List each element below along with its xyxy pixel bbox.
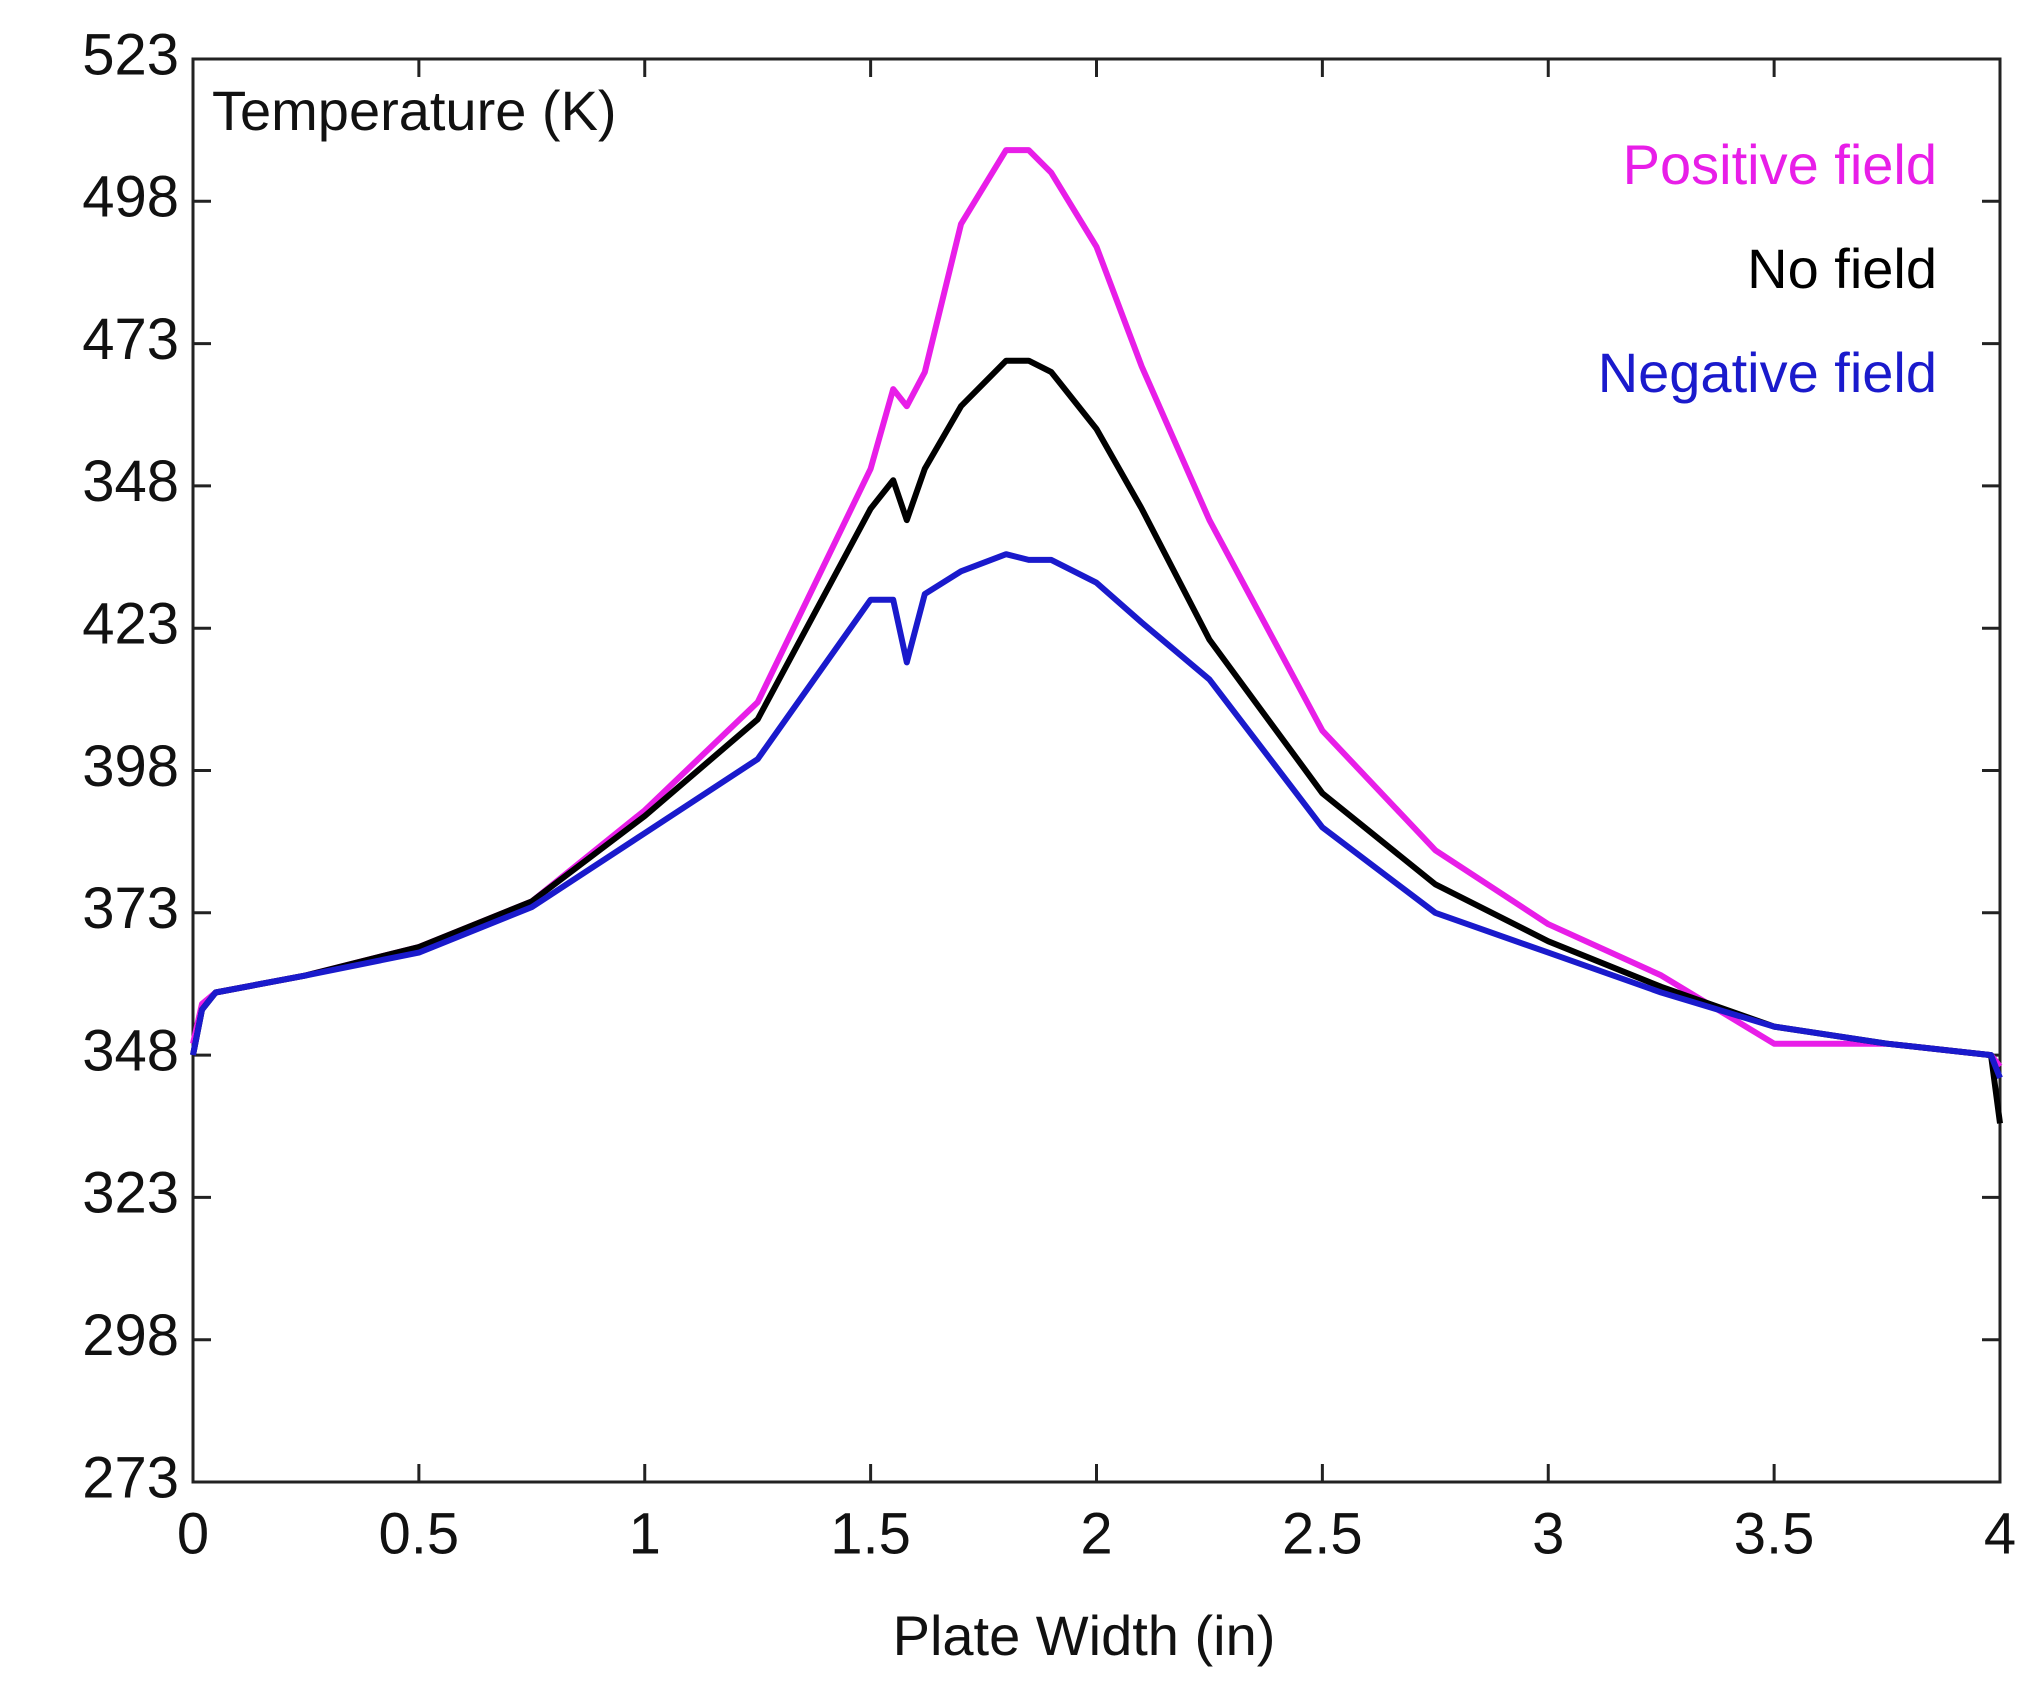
x-tick-label: 3 bbox=[1532, 1501, 1564, 1566]
x-tick-label: 2.5 bbox=[1282, 1501, 1363, 1566]
x-axis-label: Plate Width (in) bbox=[893, 1604, 1276, 1667]
y-tick-label: 373 bbox=[82, 876, 179, 941]
legend-entry: Negative field bbox=[1598, 341, 1937, 404]
plot-frame bbox=[191, 57, 2002, 1484]
y-tick-label: 348 bbox=[82, 449, 179, 514]
x-tick-label: 0 bbox=[177, 1501, 209, 1566]
legend-entry: No field bbox=[1747, 237, 1937, 300]
line-series bbox=[190, 551, 2003, 1080]
legend-entry: Positive field bbox=[1623, 133, 1937, 196]
y-tick-label: 348 bbox=[82, 1018, 179, 1083]
y-tick-label: 473 bbox=[82, 307, 179, 372]
y-tick-label: 523 bbox=[82, 22, 179, 87]
y-annotation: Temperature (K) bbox=[212, 79, 617, 142]
x-tick-label: 3.5 bbox=[1734, 1501, 1815, 1566]
x-tick-label: 2 bbox=[1080, 1501, 1112, 1566]
y-tick-label: 398 bbox=[82, 734, 179, 799]
y-tick-label: 298 bbox=[82, 1303, 179, 1368]
x-tick-label: 1.5 bbox=[830, 1501, 911, 1566]
line-series bbox=[190, 357, 2003, 1124]
x-tick-label: 1 bbox=[629, 1501, 661, 1566]
y-tick-label: 423 bbox=[82, 592, 179, 657]
y-tick-label: 323 bbox=[82, 1161, 179, 1226]
y-tick-label: 273 bbox=[82, 1445, 179, 1510]
y-tick-label: 498 bbox=[82, 165, 179, 230]
x-tick-label: 0.5 bbox=[379, 1501, 460, 1566]
x-tick-label: 4 bbox=[1984, 1501, 2016, 1566]
